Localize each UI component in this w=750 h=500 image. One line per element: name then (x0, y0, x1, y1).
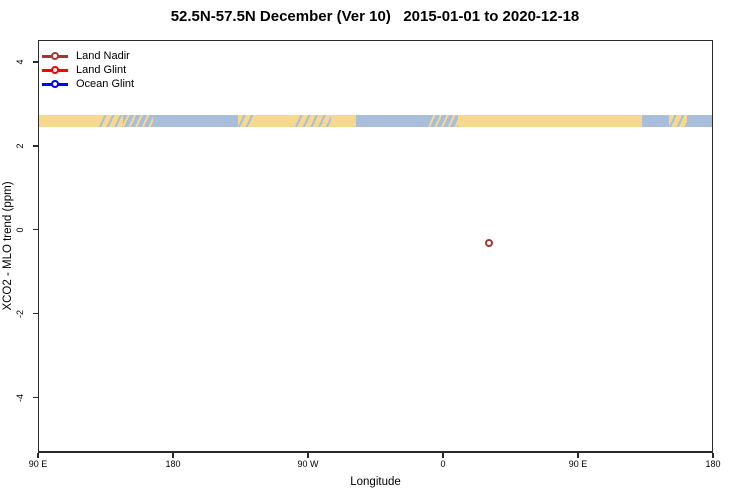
plot-inner: Land Nadir Land Glint Ocean Glint (39, 41, 712, 451)
y-tick-mark (33, 312, 38, 315)
y-tick-label: -4 (15, 393, 25, 402)
x-tick-mark (712, 453, 714, 458)
x-tick-mark (577, 453, 579, 458)
y-tick-mark (33, 396, 38, 399)
x-tick-label: 180 (165, 459, 181, 469)
legend-label: Land Glint (76, 64, 127, 76)
y-tick-label: 2 (15, 143, 25, 149)
plot-area: Land Nadir Land Glint Ocean Glint (38, 40, 713, 453)
y-tick-label: -2 (15, 309, 25, 318)
x-tick-label: 0 (440, 459, 446, 469)
map-band (39, 114, 712, 127)
map-band-segment-coast_land (237, 114, 253, 127)
map-band-segment-ocean (356, 114, 430, 127)
y-tick-label: 0 (15, 227, 25, 233)
legend-item-land-glint: Land Glint (42, 63, 134, 77)
y-tick-mark (33, 228, 38, 231)
y-tick-label: 4 (15, 59, 25, 65)
map-band-segment-coast_land (98, 114, 123, 127)
x-tick-label: 90 E (568, 459, 588, 469)
map-band-segment-ocean (686, 114, 712, 127)
y-tick-marks (33, 40, 38, 453)
map-band-segment-ocean (641, 114, 669, 127)
open-circle-icon (51, 52, 59, 60)
legend-item-ocean-glint: Ocean Glint (42, 77, 134, 91)
legend-label: Ocean Glint (76, 78, 135, 90)
map-band-segment-coast_ocean (429, 114, 458, 127)
open-circle-icon (51, 66, 59, 74)
x-tick-mark (172, 453, 174, 458)
map-band-segment-land (330, 114, 357, 127)
ocean-glint-marker-icon (42, 80, 68, 88)
land-nadir-marker-icon (42, 52, 68, 60)
legend-label: Land Nadir (76, 50, 130, 62)
x-tick-label: 90 E (28, 459, 48, 469)
legend-item-land-nadir: Land Nadir (42, 49, 134, 63)
map-band-segment-coast_land (294, 114, 331, 127)
legend: Land Nadir Land Glint Ocean Glint (42, 49, 134, 91)
map-band-segment-ocean (152, 114, 238, 127)
chart-title: 52.5N-57.5N December (Ver 10) 2015-01-01… (170, 8, 580, 25)
x-tick-mark (307, 453, 309, 458)
map-band-segment-coast_land (668, 114, 687, 127)
y-tick-mark (33, 145, 38, 147)
map-band-segment-land (252, 114, 295, 127)
x-tick-label: 180 (705, 459, 721, 469)
x-tick-mark (37, 453, 39, 458)
y-tick-mark (33, 61, 38, 63)
open-circle-icon (51, 80, 59, 88)
map-band-segment-land (457, 114, 642, 127)
x-tick-marks (37, 453, 714, 458)
land-glint-marker-icon (42, 66, 68, 74)
x-tick-label: 90 W (297, 459, 319, 469)
map-band-segment-land (39, 114, 99, 127)
data-point-land-nadir (485, 239, 494, 248)
map-band-segment-coast_ocean (122, 114, 153, 127)
x-tick-labels: 90 E 180 90 W 0 90 E 180 (29, 459, 721, 471)
x-tick-mark (442, 453, 444, 458)
y-tick-labels: 4 2 0 -2 -4 (0, 40, 38, 453)
x-axis-title: Longitude (350, 476, 401, 488)
